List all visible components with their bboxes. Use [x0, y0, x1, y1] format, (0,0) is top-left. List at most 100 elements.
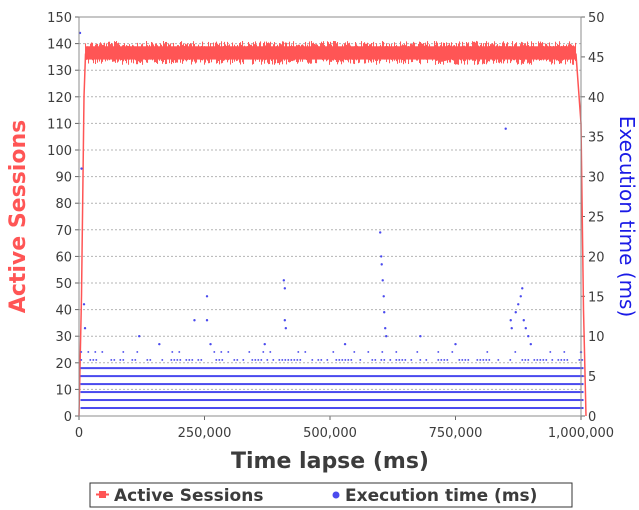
execution-time-point: [381, 351, 384, 353]
execution-time-point: [437, 359, 440, 361]
execution-time-point: [486, 351, 489, 353]
right-tick-label: 5: [588, 370, 596, 385]
left-tick-label: 90: [55, 171, 72, 186]
execution-time-point: [94, 351, 97, 353]
execution-time-outlier: [263, 342, 266, 346]
legend: Active Sessions Execution time (ms): [89, 482, 573, 508]
execution-time-outlier: [514, 311, 517, 314]
execution-time-point: [476, 359, 479, 361]
execution-time-point: [278, 359, 281, 361]
right-axis-ticks: 0 5 10 15 20 25 30 35 40 45 50: [581, 11, 605, 425]
left-tick-label: 20: [55, 357, 72, 372]
execution-time-point: [367, 351, 370, 353]
grid: [79, 43, 581, 390]
execution-time-band: [80, 383, 584, 386]
execution-time-point: [281, 359, 284, 361]
execution-time-point: [332, 351, 335, 353]
execution-time-point: [218, 359, 221, 361]
execution-time-point: [536, 359, 539, 361]
execution-time-outlier: [284, 327, 288, 330]
execution-time-point: [215, 359, 218, 361]
execution-time-point: [514, 351, 517, 353]
execution-time-point: [482, 359, 485, 361]
execution-time-point: [293, 359, 296, 361]
execution-time-point: [185, 359, 188, 361]
execution-time-point: [419, 359, 422, 361]
execution-time-point: [317, 359, 320, 361]
execution-time-point: [191, 359, 194, 361]
execution-time-point: [284, 359, 287, 361]
legend-marker-execution-time: [332, 491, 340, 499]
right-axis-title: Execution time (ms): [615, 116, 639, 318]
execution-time-point: [311, 359, 314, 361]
execution-time-point: [92, 359, 95, 361]
left-tick-label: 50: [55, 277, 72, 292]
execution-time-outlier: [380, 263, 383, 266]
execution-time-outlier: [527, 335, 530, 338]
left-tick-label: 0: [64, 410, 72, 425]
execution-time-outlier: [517, 303, 520, 306]
execution-time-point: [220, 351, 223, 353]
execution-time-point: [233, 359, 236, 361]
execution-time-point: [359, 359, 362, 361]
left-tick-label: 10: [55, 383, 72, 398]
execution-time-outlier: [343, 342, 347, 346]
right-tick-label: 45: [588, 51, 605, 66]
right-tick-label: 10: [588, 330, 605, 345]
execution-time-outlier: [205, 295, 209, 298]
right-tick-label: 35: [588, 131, 605, 146]
execution-time-point: [95, 359, 98, 361]
execution-time-point: [87, 351, 90, 353]
execution-time-point: [533, 359, 536, 361]
execution-time-point: [446, 359, 449, 361]
execution-time-point: [389, 359, 392, 361]
execution-time-point: [338, 359, 341, 361]
execution-time-point: [248, 351, 251, 353]
execution-time-point: [437, 351, 440, 353]
x-axis-title: Time lapse (ms): [231, 449, 429, 474]
left-tick-label: 120: [47, 91, 72, 106]
execution-time-point: [563, 351, 566, 353]
execution-time-point: [461, 359, 464, 361]
execution-time-point: [80, 359, 83, 361]
execution-time-point: [297, 351, 300, 353]
execution-time-point: [110, 359, 113, 361]
left-tick-label: 130: [47, 64, 72, 79]
execution-time-point: [551, 359, 554, 361]
execution-time-point: [188, 359, 191, 361]
execution-time-point: [260, 359, 263, 361]
execution-time-point: [398, 359, 401, 361]
execution-time-outlier: [419, 335, 422, 338]
execution-time-point: [497, 359, 500, 361]
legend-box: [89, 482, 573, 508]
execution-time-outlier: [382, 295, 385, 298]
execution-time-point: [131, 359, 134, 361]
execution-time-point: [485, 359, 488, 361]
execution-time-point: [404, 359, 407, 361]
execution-time-point: [578, 359, 581, 361]
execution-time-point: [401, 359, 404, 361]
execution-time-point: [304, 351, 307, 353]
execution-time-point: [545, 359, 548, 361]
execution-time-outlier: [383, 311, 386, 314]
execution-time-outlier: [138, 335, 141, 338]
execution-time-point: [213, 351, 216, 353]
execution-time-outlier: [380, 255, 383, 258]
left-tick-label: 80: [55, 197, 72, 212]
execution-time-outlier: [205, 319, 209, 322]
execution-time-outlier: [193, 319, 196, 322]
execution-time-outlier: [504, 127, 507, 130]
execution-time-point: [524, 359, 527, 361]
execution-time-outlier: [524, 327, 527, 330]
execution-time-point: [299, 359, 302, 361]
execution-time-point: [464, 359, 467, 361]
active-sessions-series: [78, 40, 587, 417]
execution-time-point: [425, 359, 428, 361]
left-tick-label: 140: [47, 38, 72, 53]
execution-time-point: [178, 351, 181, 353]
execution-time-outlier: [519, 295, 522, 298]
execution-time-point: [521, 359, 524, 361]
execution-time-point: [479, 359, 482, 361]
execution-time-point: [344, 359, 347, 361]
execution-time-point: [383, 359, 386, 361]
